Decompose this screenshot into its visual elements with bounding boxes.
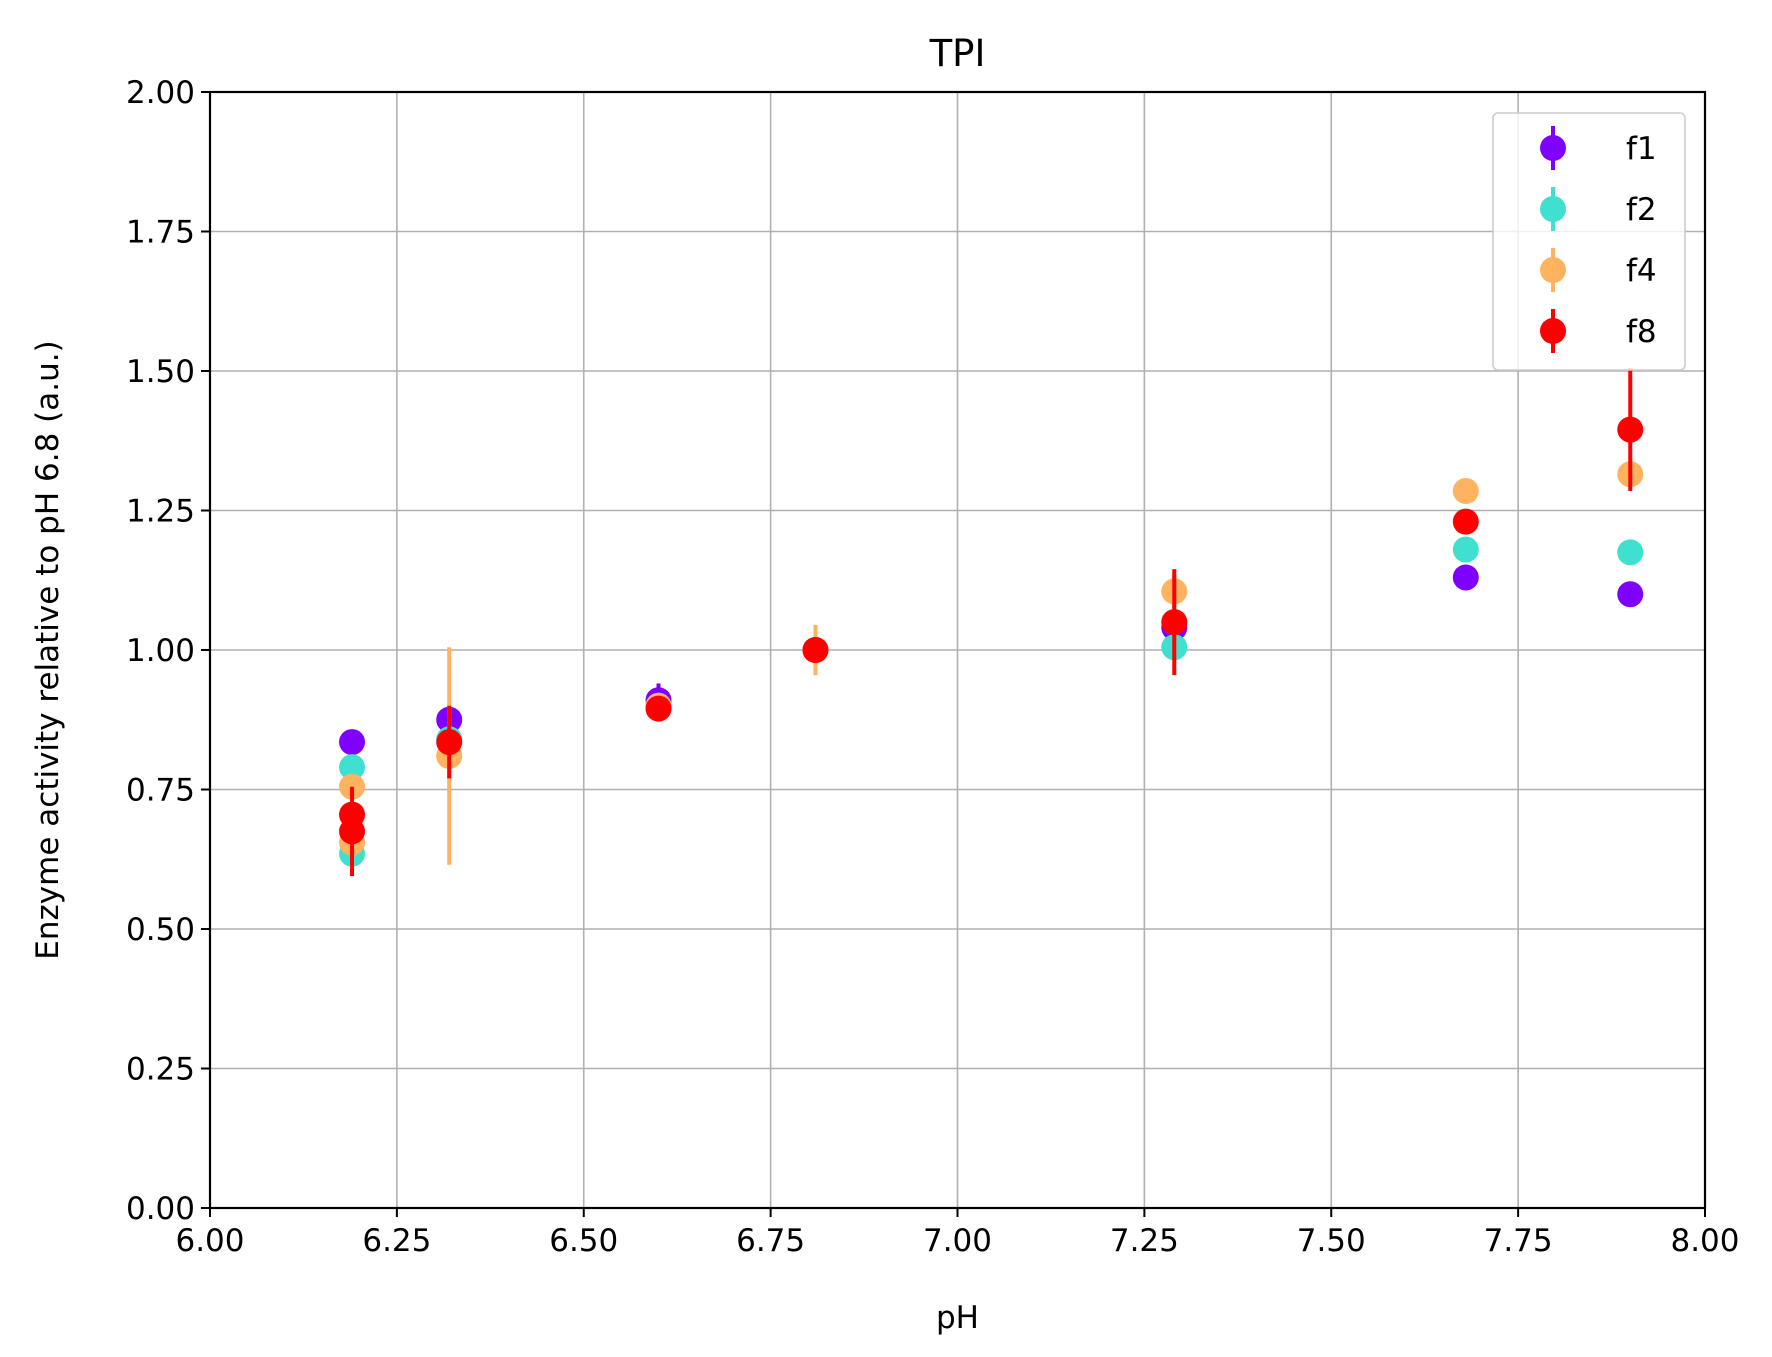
legend-marker: [1540, 318, 1566, 344]
legend-marker: [1540, 135, 1566, 161]
y-tick-label: 0.75: [126, 773, 195, 809]
data-point: [1161, 609, 1188, 636]
data-point: [1452, 508, 1479, 535]
y-tick-label: 2.00: [126, 75, 195, 111]
legend-label: f4: [1626, 253, 1657, 289]
chart-title: TPI: [929, 32, 986, 75]
y-tick-label: 1.75: [126, 215, 195, 251]
data-point: [1617, 539, 1644, 566]
y-axis-label: Enzyme activity relative to pH 6.8 (a.u.…: [30, 340, 66, 959]
x-tick-label: 7.00: [923, 1223, 992, 1259]
legend-marker: [1540, 257, 1566, 283]
series-f8: [339, 368, 1644, 876]
legend-label: f2: [1626, 192, 1657, 228]
legend: f1 f2 f4 f8: [1492, 112, 1686, 371]
data-point: [1617, 581, 1644, 608]
y-tick-label: 1.25: [126, 494, 195, 530]
y-tick-label: 0.50: [126, 912, 195, 948]
x-tick-label: 7.75: [1484, 1223, 1553, 1259]
x-tick-label: 6.75: [736, 1223, 805, 1259]
y-tick-label: 1.00: [126, 633, 195, 669]
data-point: [1617, 416, 1644, 443]
x-tick-label: 7.50: [1297, 1223, 1366, 1259]
data-point: [802, 637, 829, 663]
x-tick-label: 6.50: [549, 1223, 618, 1259]
x-axis-label: pH: [936, 1300, 979, 1336]
data-point: [1452, 564, 1479, 591]
data-point: [645, 695, 672, 722]
y-tick-label: 1.50: [126, 354, 195, 390]
y-tick-label: 0.00: [126, 1191, 195, 1227]
x-tick-label: 7.25: [1110, 1223, 1179, 1259]
legend-label: f1: [1626, 131, 1657, 167]
data-point: [1452, 536, 1479, 563]
data-point: [339, 729, 366, 756]
x-tick-label: 8.00: [1670, 1223, 1739, 1259]
legend-marker: [1540, 196, 1566, 222]
legend-box: [1492, 112, 1686, 371]
legend-label: f8: [1626, 314, 1657, 350]
data-point: [436, 729, 463, 756]
x-tick-label: 6.25: [362, 1223, 431, 1259]
data-point: [339, 818, 366, 845]
x-tick-label: 6.00: [175, 1223, 244, 1259]
data-point: [1452, 477, 1479, 504]
data-point: [339, 754, 366, 781]
y-tick-label: 0.25: [126, 1052, 195, 1088]
data-marks: [339, 368, 1644, 876]
ticks: 6.00 6.25 6.50 6.75 7.00 7.25 7.50 7.75 8.00 0.00…: [126, 75, 1740, 1259]
